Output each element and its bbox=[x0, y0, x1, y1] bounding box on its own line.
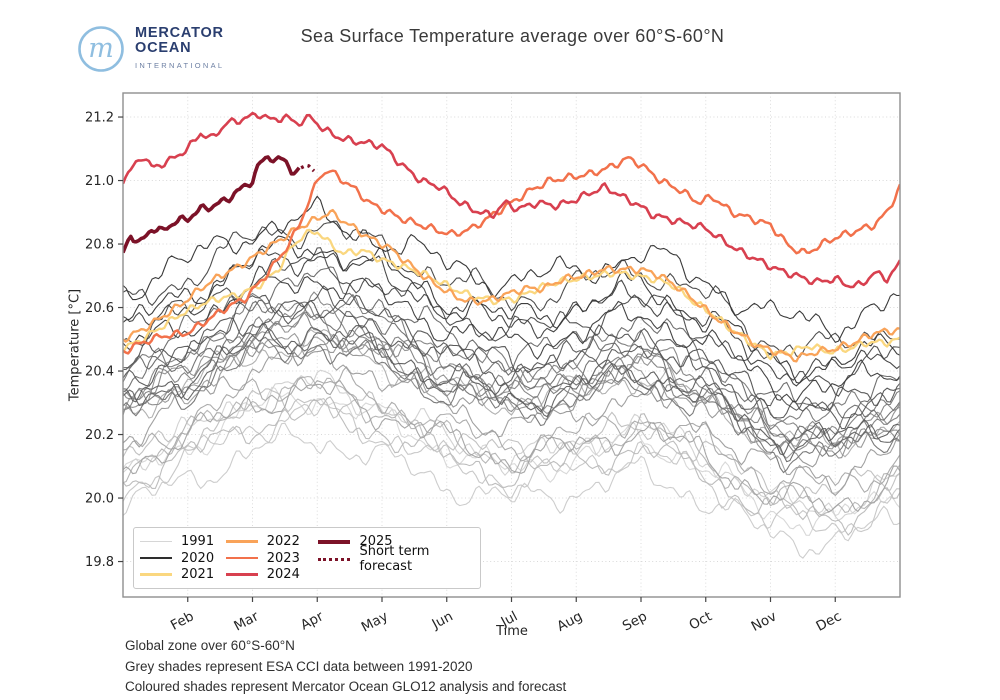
x-tick-label: Nov bbox=[749, 608, 780, 635]
grey-line-2018 bbox=[123, 265, 900, 403]
legend-swatch bbox=[140, 540, 172, 543]
legend-entry: 1991 bbox=[140, 533, 226, 550]
mercator-ocean-logo: m MERCATOR OCEAN INTERNATIONAL bbox=[76, 24, 224, 74]
y-tick-label: 19.8 bbox=[85, 555, 114, 570]
logo-text: MERCATOR OCEAN INTERNATIONAL bbox=[135, 24, 225, 73]
grey-line-2011 bbox=[123, 327, 900, 463]
legend-swatch bbox=[318, 539, 351, 544]
y-tick-label: 20.6 bbox=[85, 301, 114, 316]
grey-line-1996 bbox=[123, 396, 900, 536]
grey-line-2017 bbox=[123, 248, 900, 387]
x-tick-label: Dec bbox=[814, 608, 845, 634]
grey-line-1995 bbox=[123, 388, 900, 509]
legend-label: 2021 bbox=[181, 567, 215, 583]
y-tick-label: 20.0 bbox=[85, 492, 114, 507]
legend-swatch bbox=[225, 573, 258, 576]
legend-swatch bbox=[140, 557, 172, 559]
y-tick-label: 20.4 bbox=[85, 365, 114, 380]
grey-line-2000 bbox=[123, 379, 900, 513]
logo-line-international: INTERNATIONAL bbox=[135, 60, 225, 70]
grey-line-1999 bbox=[123, 366, 900, 495]
grey-line-2020 bbox=[123, 195, 900, 343]
grey-line-1993 bbox=[123, 422, 900, 559]
x-tick-label: Jul bbox=[498, 608, 521, 630]
grey-line-2006 bbox=[123, 311, 900, 458]
y-tick-label: 20.2 bbox=[85, 428, 114, 443]
x-tick-label: Oct bbox=[687, 608, 715, 633]
grey-line-2008 bbox=[123, 336, 900, 474]
footer-line-zone: Global zone over 60°S-60°N bbox=[125, 638, 295, 653]
series-2022 bbox=[123, 208, 900, 363]
legend-label: 2022 bbox=[266, 533, 300, 549]
legend-label: 1991 bbox=[181, 533, 215, 549]
y-axis-label: Temperature [°C] bbox=[67, 288, 83, 402]
grey-line-2013 bbox=[123, 285, 900, 430]
grey-line-1994 bbox=[123, 403, 900, 534]
legend-entry: 2021 bbox=[140, 566, 226, 583]
footer-line-grey: Grey shades represent ESA CCI data betwe… bbox=[125, 658, 473, 674]
grey-line-2019 bbox=[123, 235, 900, 384]
y-tick-label: 21.0 bbox=[85, 174, 114, 189]
legend-entry: 2023 bbox=[225, 550, 319, 567]
x-tick-label: Sep bbox=[620, 608, 650, 634]
logo-line-ocean: OCEAN bbox=[135, 39, 192, 56]
grey-line-2009 bbox=[123, 300, 900, 444]
series-2023 bbox=[123, 156, 900, 355]
x-tick-label: Feb bbox=[168, 608, 197, 633]
grey-line-2010 bbox=[123, 266, 900, 419]
footer-notes: Global zone over 60°S-60°N Grey shades r… bbox=[125, 636, 566, 698]
y-tick-label: 20.8 bbox=[85, 238, 114, 253]
legend-entry: 2020 bbox=[140, 550, 226, 567]
series-2024 bbox=[123, 111, 900, 289]
series-short-term-forecast bbox=[300, 163, 316, 173]
grey-line-2016 bbox=[123, 220, 900, 358]
logo-mark-icon: m bbox=[78, 26, 124, 72]
legend-label: 2024 bbox=[266, 567, 300, 583]
grey-line-1991 bbox=[123, 386, 900, 536]
legend-entry: 2025 bbox=[318, 533, 480, 551]
footer-line-coloured: Coloured shades represent Mercator Ocean… bbox=[125, 679, 567, 694]
legend-swatch bbox=[225, 540, 258, 543]
legend-label: 2023 bbox=[266, 550, 300, 566]
x-tick-label: May bbox=[359, 608, 391, 635]
x-tick-label: Apr bbox=[298, 608, 327, 633]
grey-line-1992 bbox=[123, 369, 900, 522]
legend-entry: 2024 bbox=[225, 566, 319, 583]
legend-swatch bbox=[225, 556, 258, 560]
legend-entry: Short term forecast bbox=[318, 544, 480, 574]
legend-label: Short term forecast bbox=[359, 544, 430, 575]
legend-swatch bbox=[318, 557, 351, 561]
grey-line-2001 bbox=[123, 336, 900, 497]
grey-line-2012 bbox=[123, 322, 900, 456]
y-tick-label: 21.2 bbox=[85, 111, 114, 126]
legend: 1991 2020 2021 2022 2023 2024 2025 Short term f… bbox=[133, 527, 481, 589]
grey-line-2014 bbox=[123, 294, 900, 419]
svg-text:m: m bbox=[88, 33, 114, 64]
grey-line-1997 bbox=[123, 375, 900, 518]
grey-line-1998 bbox=[123, 328, 900, 458]
logo-line-mercator: MERCATOR bbox=[135, 24, 224, 41]
legend-entry: 2022 bbox=[225, 533, 319, 550]
x-axis-label: Time bbox=[496, 624, 528, 639]
legend-label: 2025 bbox=[359, 534, 393, 550]
chart-title: Sea Surface Temperature average over 60°… bbox=[300, 26, 725, 46]
legend-swatch bbox=[140, 573, 172, 576]
legend-label: 2020 bbox=[181, 550, 215, 566]
x-tick-label: Mar bbox=[231, 608, 261, 634]
series-2025 bbox=[123, 155, 301, 254]
